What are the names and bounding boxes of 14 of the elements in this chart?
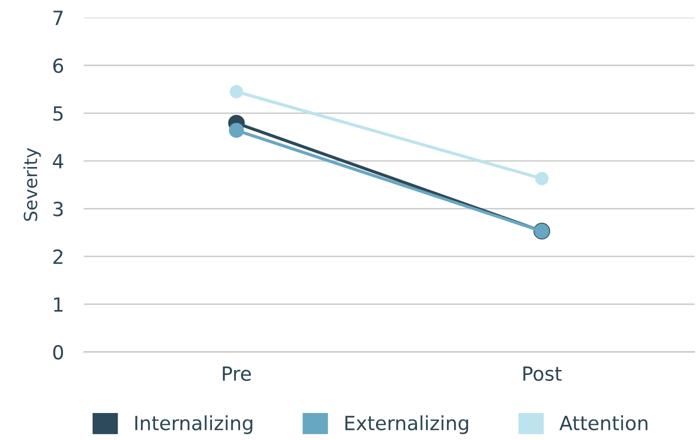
x-tick-label: Pre: [222, 366, 251, 381]
legend-label: Externalizing: [345, 415, 468, 434]
legend-label: Internalizing: [135, 415, 252, 434]
legend-label: Attention: [559, 415, 648, 430]
y-tick-label: 7: [54, 10, 63, 25]
y-tick-label: 3: [53, 202, 63, 216]
y-axis-title: Severity: [23, 148, 41, 221]
y-tick-label: 4: [52, 154, 64, 168]
y-tick-label: 0: [53, 344, 64, 360]
y-tick-label: 1: [54, 297, 63, 312]
y-tick-label: 5: [53, 106, 63, 121]
y-tick-label: 2: [53, 249, 62, 264]
x-tick-label: Post: [523, 366, 562, 381]
y-tick-label: 6: [53, 58, 64, 74]
